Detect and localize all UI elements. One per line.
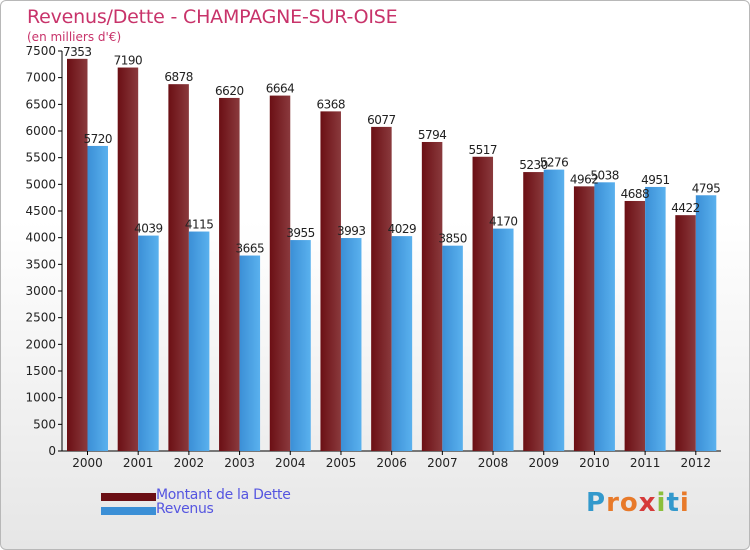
bar-dette — [269, 95, 291, 451]
x-tick-label: 2009 — [528, 456, 559, 470]
logo-letter: x — [638, 488, 657, 518]
data-label: 4039 — [134, 222, 163, 236]
y-tick-label: 4500 — [25, 204, 56, 218]
bar-dette — [117, 67, 139, 452]
data-label: 6620 — [215, 84, 244, 98]
data-label: 5720 — [83, 132, 112, 146]
y-tick-label: 7000 — [25, 71, 56, 85]
data-label: 5794 — [418, 128, 447, 142]
bar-dette — [371, 126, 392, 451]
x-tick-label: 2007 — [427, 456, 458, 470]
data-label: 6878 — [164, 70, 193, 84]
bar-dette — [523, 172, 544, 452]
y-tick-label: 5500 — [25, 151, 56, 165]
data-label: 4170 — [489, 215, 518, 229]
y-tick-label: 1500 — [25, 364, 56, 378]
x-tick-label: 2011 — [630, 456, 661, 470]
legend-label-dette: Montant de la Dette — [156, 487, 291, 503]
bar-dette — [675, 215, 696, 451]
data-label: 3993 — [337, 224, 366, 238]
bar-dette — [573, 186, 595, 452]
data-label: 5517 — [469, 143, 498, 157]
bar-revenus — [188, 231, 210, 451]
data-label: 4688 — [621, 187, 650, 201]
data-label: 4962 — [570, 172, 599, 186]
bar-revenus — [138, 235, 159, 451]
bar-dette — [624, 200, 646, 451]
x-tick-label: 2006 — [376, 456, 407, 470]
bar-revenus — [493, 228, 514, 451]
x-tick-label: 2005 — [326, 456, 357, 470]
legend-label-revenus: Revenus — [156, 501, 214, 517]
y-tick-label: 500 — [33, 417, 56, 431]
y-tick-label: 2500 — [25, 311, 56, 325]
y-tick-label: 3500 — [25, 257, 56, 271]
y-tick-label: 5000 — [25, 177, 56, 191]
logo-letter: r — [606, 488, 620, 518]
data-label: 4795 — [692, 181, 721, 195]
y-tick-label: 6000 — [25, 124, 56, 138]
bar-revenus — [391, 236, 413, 451]
data-label: 6664 — [266, 82, 295, 96]
data-label: 7353 — [63, 45, 92, 59]
bar-revenus — [87, 145, 108, 451]
data-label: 6368 — [316, 97, 345, 111]
data-label: 4029 — [388, 222, 417, 236]
bar-dette — [320, 111, 341, 451]
data-label: 4115 — [185, 218, 214, 232]
data-label: 3665 — [236, 242, 265, 256]
y-tick-label: 1000 — [25, 391, 56, 405]
bar-dette — [168, 84, 189, 451]
data-label: 4422 — [671, 201, 700, 215]
data-label: 6077 — [367, 113, 396, 127]
x-tick-label: 2000 — [72, 456, 103, 470]
data-label: 5038 — [590, 168, 619, 182]
x-tick-label: 2010 — [579, 456, 610, 470]
y-tick-label: 2000 — [25, 337, 56, 351]
proxiti-logo: Proxiti — [586, 488, 690, 518]
bar-revenus — [645, 186, 666, 452]
data-label: 3955 — [286, 226, 315, 240]
logo-letter: i — [679, 488, 690, 518]
bar-revenus — [543, 169, 565, 451]
legend-swatch-dette — [101, 493, 156, 501]
data-label: 5230 — [519, 158, 548, 172]
logo-letter: i — [656, 488, 667, 518]
bar-revenus — [239, 255, 261, 451]
x-tick-label: 2003 — [224, 456, 255, 470]
y-tick-label: 0 — [48, 444, 56, 458]
bar-dette — [421, 141, 443, 451]
bar-revenus — [442, 245, 463, 451]
x-tick-label: 2008 — [478, 456, 509, 470]
y-tick-label: 6500 — [25, 97, 56, 111]
bar-revenus — [594, 182, 615, 451]
logo-letter: t — [666, 488, 680, 518]
data-label: 7190 — [114, 54, 143, 68]
x-tick-label: 2012 — [681, 456, 712, 470]
bar-revenus — [290, 240, 311, 451]
data-label: 4951 — [641, 173, 670, 187]
y-tick-label: 3000 — [25, 284, 56, 298]
bar-dette — [219, 97, 240, 451]
bar-dette — [472, 156, 494, 451]
x-tick-label: 2002 — [174, 456, 205, 470]
bar-revenus — [340, 238, 362, 451]
logo-letter: P — [586, 488, 607, 518]
x-tick-label: 2001 — [123, 456, 154, 470]
logo-letter: o — [619, 488, 639, 518]
bar-dette — [67, 58, 88, 452]
legend-swatch-revenus — [101, 507, 156, 515]
data-label: 5276 — [540, 156, 569, 170]
data-label: 3850 — [438, 232, 467, 246]
chart-title: Revenus/Dette - CHAMPAGNE-SUR-OISE — [27, 6, 398, 28]
x-tick-label: 2004 — [275, 456, 306, 470]
y-tick-label: 4000 — [25, 231, 56, 245]
chart-subtitle: (en milliers d'€) — [27, 30, 122, 44]
bar-revenus — [695, 195, 717, 451]
y-tick-label: 7500 — [25, 44, 56, 58]
